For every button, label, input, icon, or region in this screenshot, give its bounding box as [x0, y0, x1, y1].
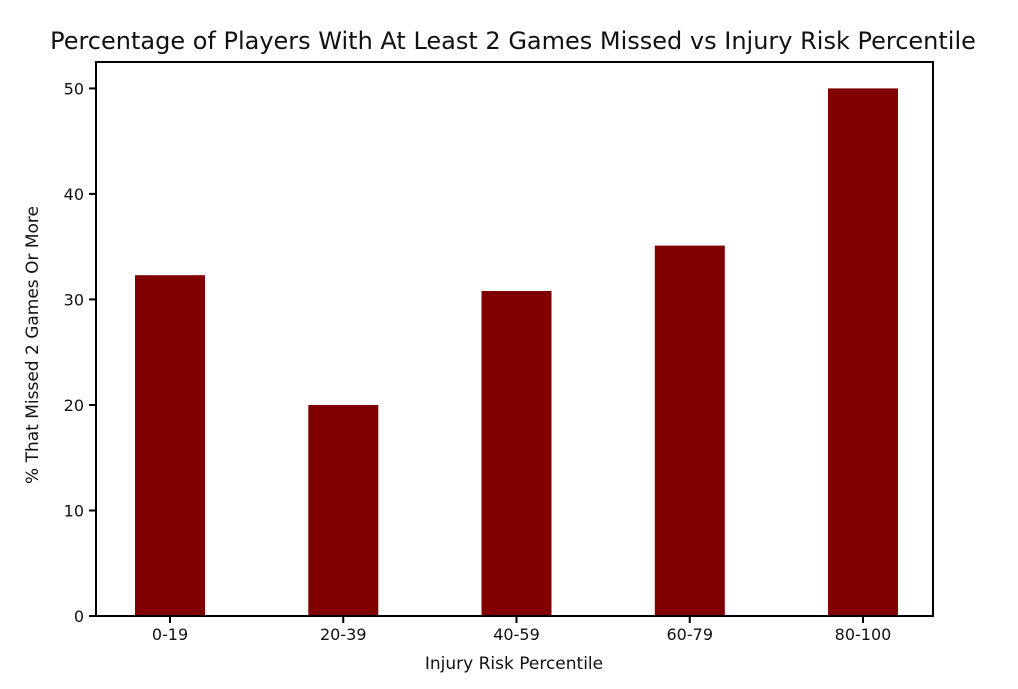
x-tick-label: 40-59: [493, 625, 540, 644]
bar-80-100: [828, 88, 898, 616]
y-axis-label: % That Missed 2 Games Or More: [23, 206, 43, 484]
x-tick-label: 0-19: [152, 625, 188, 644]
x-tick-label: 60-79: [667, 625, 714, 644]
x-tick-label: 20-39: [320, 625, 367, 644]
y-tick-label: 10: [64, 502, 84, 521]
y-tick-label: 30: [64, 290, 84, 309]
y-tick-label: 20: [64, 396, 84, 415]
x-tick-label: 80-100: [835, 625, 892, 644]
bar-0-19: [135, 275, 205, 616]
x-axis-label: Injury Risk Percentile: [425, 654, 603, 674]
chart-title: Percentage of Players With At Least 2 Ga…: [50, 27, 976, 55]
bar-60-79: [654, 245, 725, 616]
y-tick-label: 50: [64, 79, 84, 98]
bar-40-59: [481, 291, 552, 616]
y-tick-label: 0: [74, 607, 84, 626]
plot-border: [95, 61, 934, 617]
bar-20-39: [308, 405, 379, 616]
ticks-layer: 0 10 20 30 40 50 0-19 20-39 40-59 60-79 80-100: [64, 79, 892, 644]
y-tick-label: 40: [64, 185, 84, 204]
bars-layer: [135, 88, 898, 616]
